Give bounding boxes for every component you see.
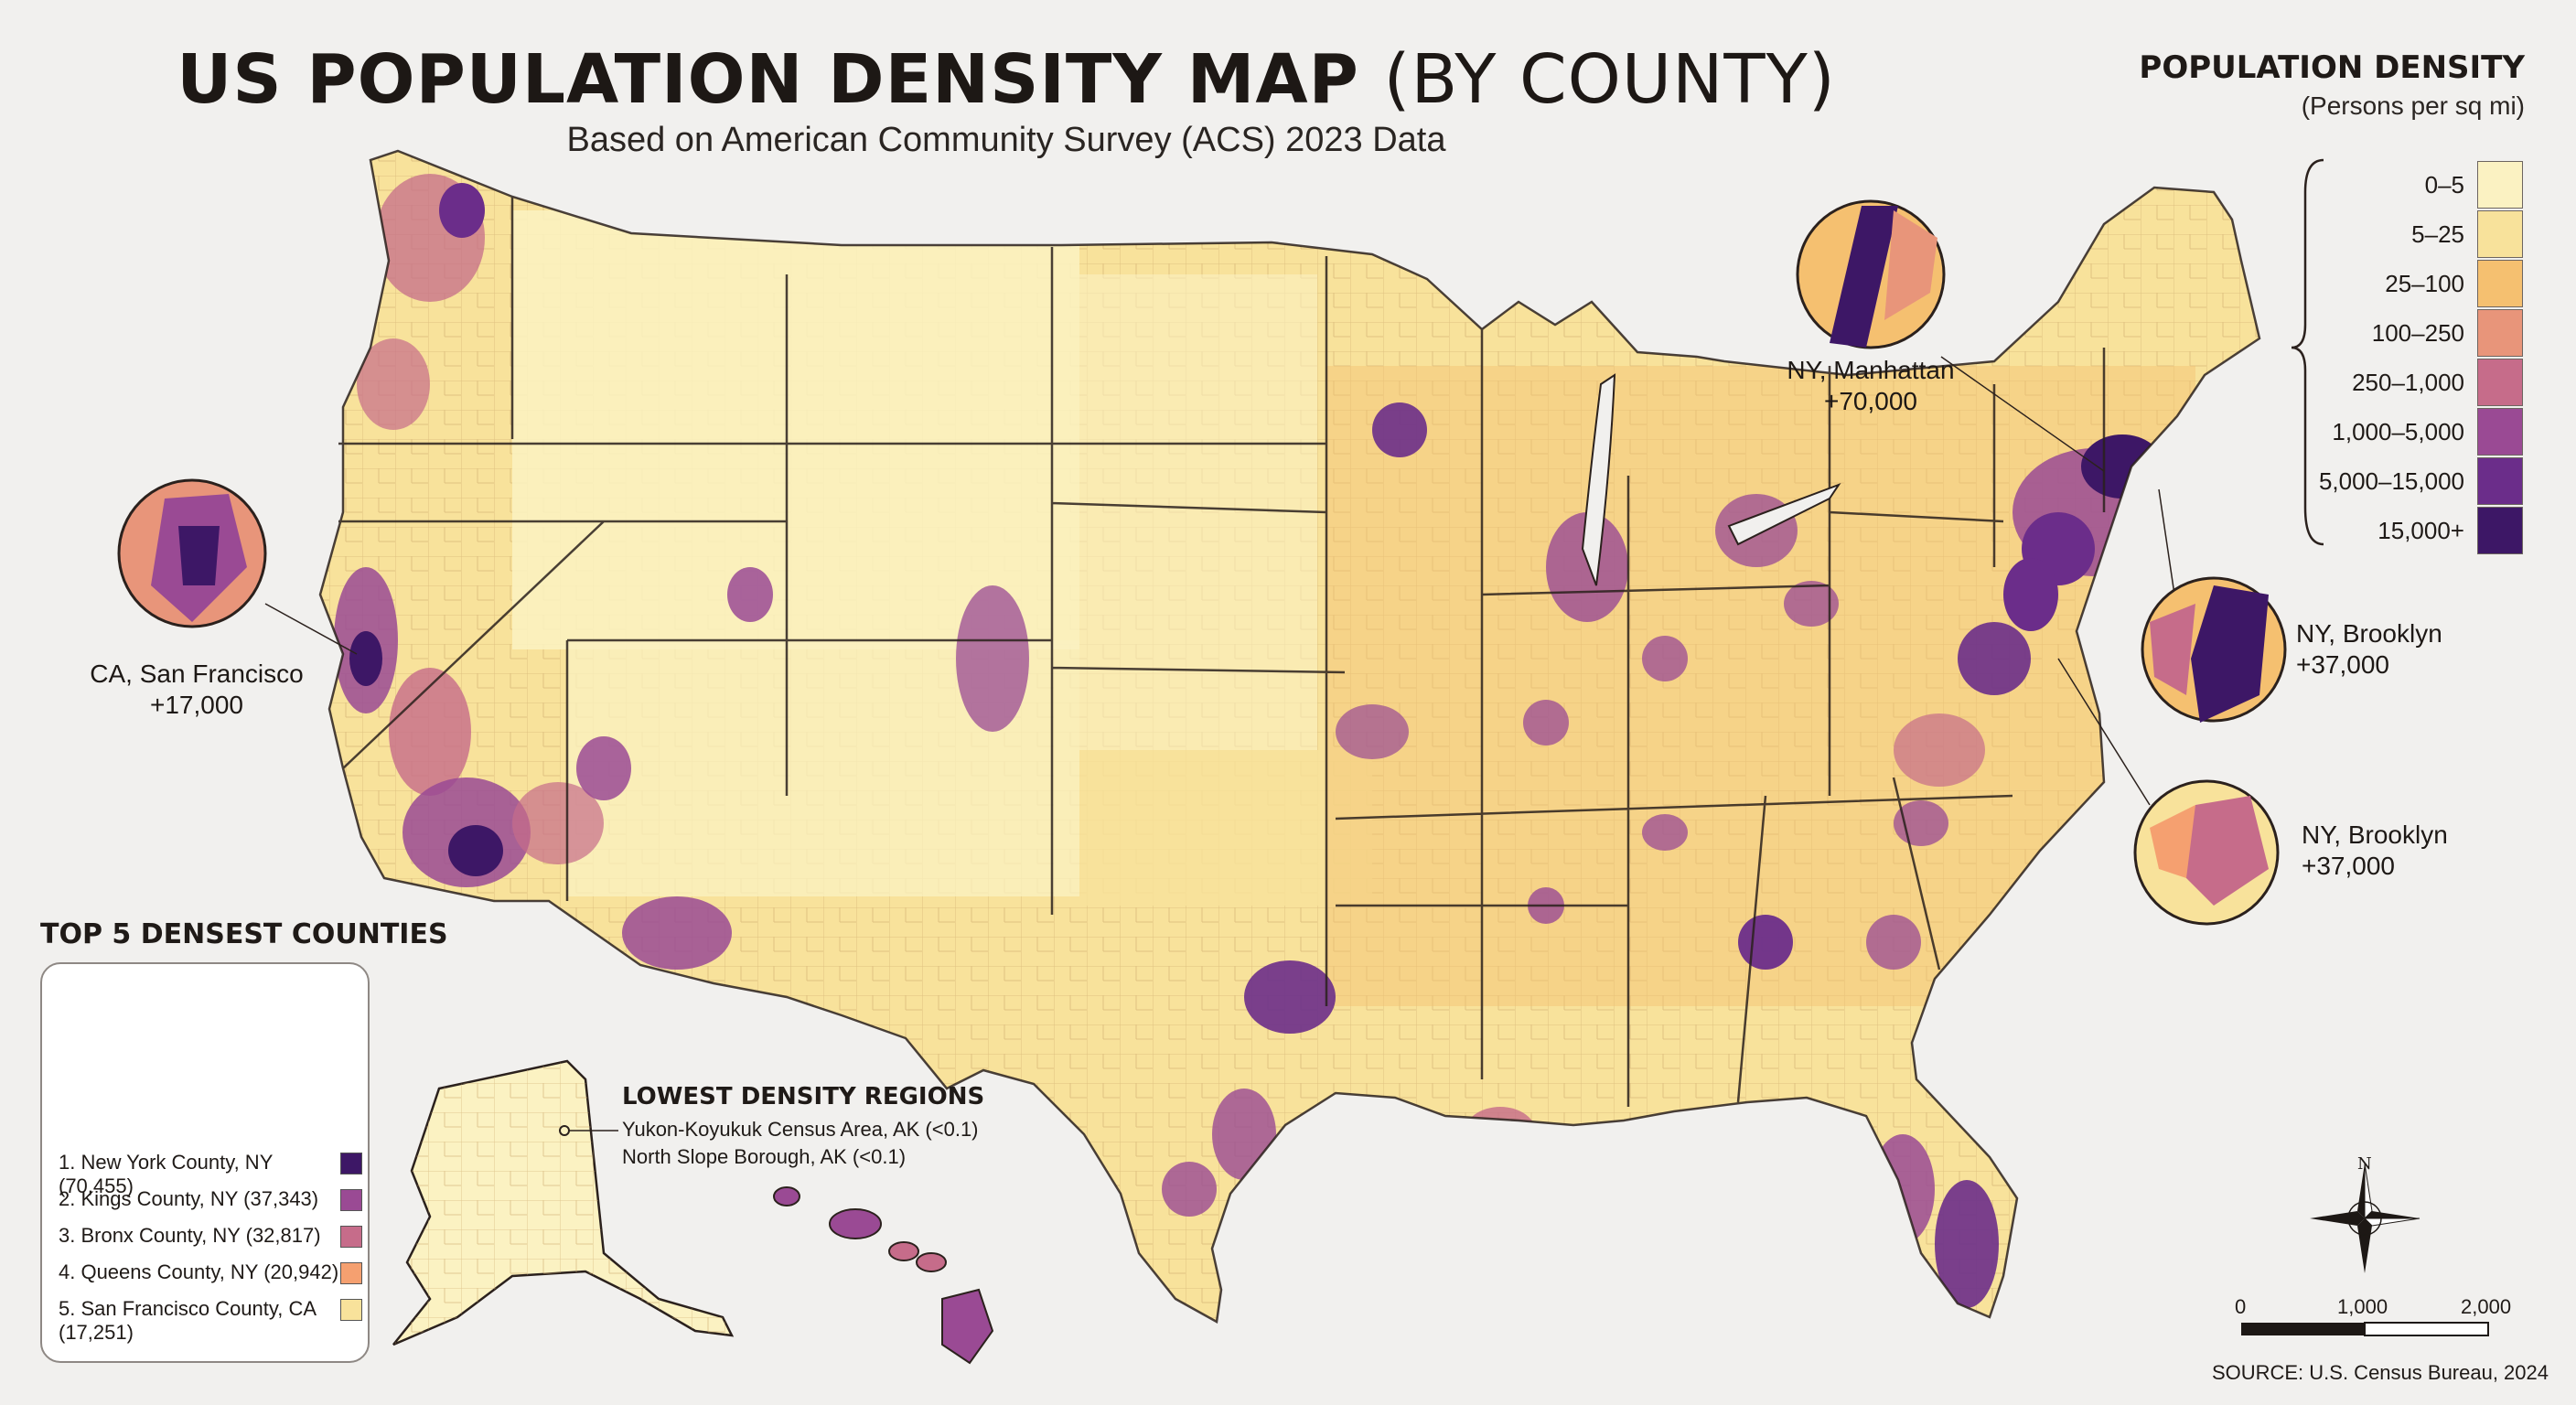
legend-row: 0–5: [2281, 160, 2523, 209]
callout-brooklyn-map-1: [2141, 576, 2287, 723]
lake-erie: [1727, 482, 1841, 546]
top5-swatch: [340, 1153, 362, 1174]
top5-label: 3. Bronx County, NY (32,817): [59, 1224, 321, 1247]
legend-subtitle: (Persons per sq mi): [2301, 91, 2525, 120]
compass-rose: [2310, 1163, 2420, 1273]
callout-sf-map: [117, 478, 267, 628]
lowest-density-item: Yukon-Koyukuk Census Area, AK (<0.1): [622, 1118, 979, 1141]
top5-label: 2. Kings County, NY (37,343): [59, 1187, 319, 1210]
legend-row: 5,000–15,000: [2281, 456, 2523, 506]
legend-row: 1,000–5,000: [2281, 407, 2523, 456]
legend-label: 15,000+: [2377, 516, 2464, 544]
callout-manhattan-map: [1796, 199, 1946, 349]
top5-label: 1. New York County, NY (70,455): [59, 1151, 273, 1197]
callout-brooklyn-map-2: [2133, 779, 2280, 926]
legend-row: 5–25: [2281, 209, 2523, 259]
top5-row: 1. New York County, NY (70,455): [59, 1151, 362, 1198]
scale-label: 0: [2235, 1295, 2247, 1318]
map-title: US POPULATION DENSITY MAP (BY COUNTY): [0, 40, 2012, 119]
alaska: [392, 1059, 735, 1346]
top5-label: 4. Queens County, NY (20,942): [59, 1260, 339, 1283]
top5-row: 5. San Francisco County, CA (17,251): [59, 1297, 362, 1345]
legend-swatch: [2477, 408, 2523, 456]
legend-row: 25–100: [2281, 259, 2523, 308]
top5-swatch: [340, 1262, 362, 1284]
hawaii: [773, 1186, 994, 1365]
scale-label: 1,000: [2337, 1295, 2388, 1318]
legend-swatch: [2477, 260, 2523, 307]
legend-label: 25–100: [2385, 269, 2464, 297]
lowest-density-item: North Slope Borough, AK (<0.1): [622, 1145, 907, 1168]
callout-sf-label: CA, San Francisco +17,000: [90, 660, 304, 719]
legend-swatch: [2477, 161, 2523, 209]
top5-row: 3. Bronx County, NY (32,817): [59, 1224, 362, 1248]
title-paren: (BY COUNTY): [1383, 40, 1836, 119]
top5-label: 5. San Francisco County, CA (17,251): [59, 1297, 317, 1344]
legend-swatch: [2477, 507, 2523, 554]
legend-label: 5–25: [2411, 220, 2464, 248]
legend-label: 5,000–15,000: [2318, 467, 2464, 495]
top5-swatch: [340, 1226, 362, 1248]
legend-title: POPULATION DENSITY: [2139, 49, 2525, 86]
scale-bar: [2241, 1322, 2489, 1336]
legend-swatch: [2477, 210, 2523, 258]
top5-panel: [40, 962, 370, 1363]
legend-label: 1,000–5,000: [2332, 417, 2464, 445]
source-credit: SOURCE: U.S. Census Bureau, 2024: [2211, 1361, 2549, 1384]
lake-michigan: [1581, 373, 1616, 586]
map-subtitle: Based on American Community Survey (ACS)…: [566, 121, 1446, 159]
contiguous-us: [318, 149, 2261, 1324]
callout-manhattan-label: NY, Manhattan +70,000: [1787, 356, 1955, 415]
lowest-density-title: LOWEST DENSITY REGIONS: [622, 1083, 985, 1110]
top5-swatch: [340, 1299, 362, 1321]
legend-row: 15,000+: [2281, 506, 2523, 555]
top5-swatch: [340, 1189, 362, 1211]
title-main: US POPULATION DENSITY MAP: [177, 40, 1359, 119]
callout-brooklyn-label-2: NY, Brooklyn +37,000: [2302, 820, 2448, 880]
scale-label: 2,000: [2461, 1295, 2512, 1318]
legend-label: 100–250: [2371, 318, 2464, 347]
legend-swatch: [2477, 457, 2523, 505]
legend-swatch: [2477, 359, 2523, 406]
callout-brooklyn-label-1: NY, Brooklyn +37,000: [2296, 619, 2442, 679]
legend-label: 0–5: [2424, 170, 2464, 198]
legend-row: 250–1,000: [2281, 358, 2523, 407]
top5-title: TOP 5 DENSEST COUNTIES: [40, 918, 448, 950]
legend-row: 100–250: [2281, 308, 2523, 358]
top5-row: 4. Queens County, NY (20,942): [59, 1260, 362, 1284]
top5-row: 2. Kings County, NY (37,343): [59, 1187, 362, 1211]
legend-label: 250–1,000: [2352, 368, 2464, 396]
legend-swatch: [2477, 309, 2523, 357]
compass-north-label: N: [2357, 1154, 2372, 1174]
